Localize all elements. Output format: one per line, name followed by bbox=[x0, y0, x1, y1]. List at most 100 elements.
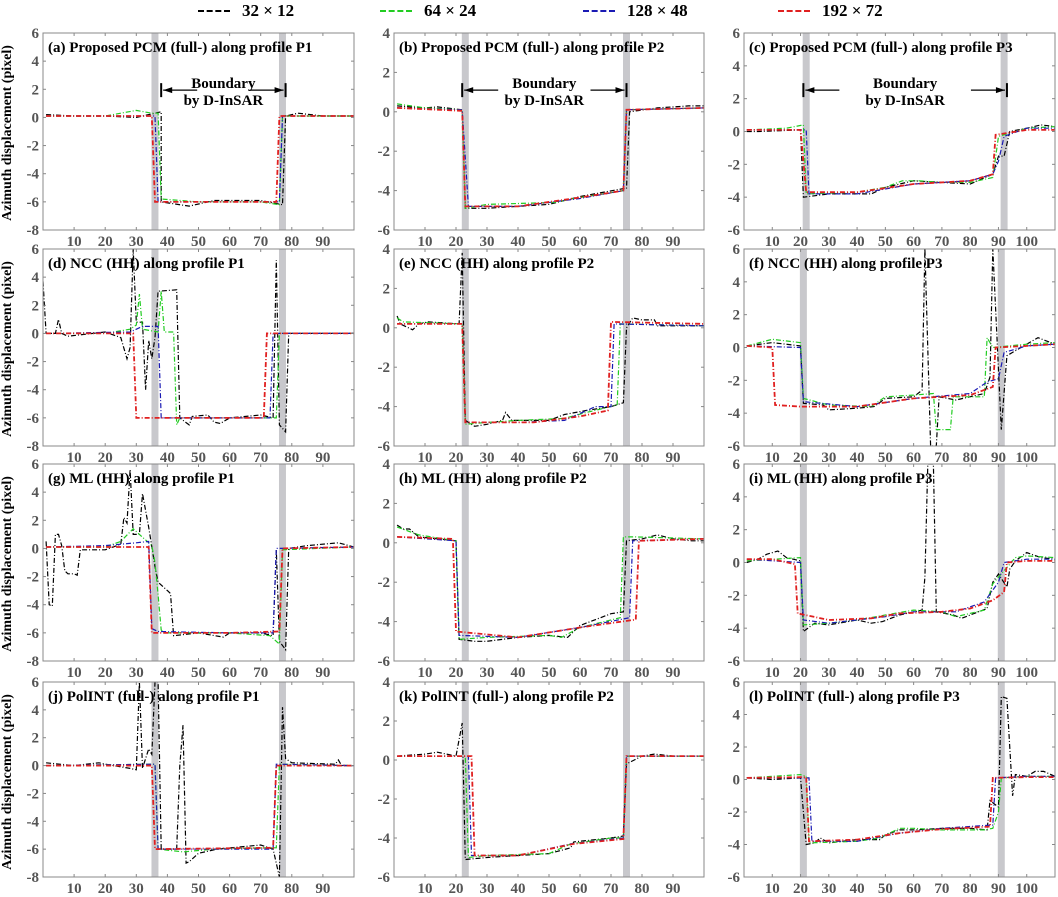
legend-item-32x12: 32 × 12 bbox=[198, 1, 295, 20]
x-tick-label: 80 bbox=[284, 881, 299, 897]
y-tick-label: -4 bbox=[728, 838, 741, 854]
y-tick-label: 6 bbox=[733, 242, 741, 258]
y-tick-label: 6 bbox=[32, 26, 40, 42]
x-tick-label: 90 bbox=[991, 665, 1006, 681]
legend-label: 32 × 12 bbox=[242, 1, 295, 20]
y-tick-label: -4 bbox=[27, 167, 40, 183]
y-tick-label: 0 bbox=[733, 556, 741, 572]
y-tick-label: 4 bbox=[733, 708, 741, 724]
y-tick-label: -6 bbox=[378, 870, 391, 886]
arrow-left-icon bbox=[805, 87, 840, 94]
series-line-6424 bbox=[46, 527, 354, 646]
panel-b: 10 20 30 40 50 60 70 80 90 -6 -4 -2 0 2 4 (b) Proposed … bbox=[378, 26, 705, 250]
y-tick-label: -2 bbox=[378, 575, 391, 591]
series-line-19272 bbox=[397, 320, 704, 424]
x-tick-label: 20 bbox=[793, 881, 808, 897]
arrow-left-icon bbox=[163, 87, 198, 94]
panel-g: 10 20 30 40 50 60 70 80 90 -8 -6 -4 -2 0 2 4 6 (g) ML (HH… bbox=[27, 457, 355, 681]
y-tick-label: -2 bbox=[27, 786, 40, 802]
x-tick-label: 70 bbox=[604, 450, 619, 466]
y-tick-label: -6 bbox=[27, 626, 40, 642]
annotation-line1: Boundary bbox=[512, 76, 577, 92]
panel-title: (i) ML (HH) along profile P3 bbox=[749, 471, 932, 487]
x-tick-label: 70 bbox=[604, 665, 619, 681]
x-tick-label: 80 bbox=[284, 234, 299, 250]
panel-title: (h) ML (HH) along profile P2 bbox=[399, 471, 587, 487]
panel-h: 10 20 30 40 50 60 70 80 90 -6 -4 -2 0 2 4 (h) ML (HH) a… bbox=[378, 457, 705, 681]
axes-box bbox=[42, 463, 355, 662]
legend-swatch bbox=[583, 10, 615, 12]
y-tick-label: 6 bbox=[32, 457, 40, 473]
x-tick-label: 90 bbox=[666, 450, 681, 466]
series-line-3212 bbox=[43, 249, 354, 434]
y-tick-label: 0 bbox=[32, 541, 40, 557]
panel-title: (b) Proposed PCM (full-) along profile P… bbox=[399, 40, 664, 56]
x-tick-label: 80 bbox=[963, 450, 978, 466]
x-tick-label: 50 bbox=[878, 450, 893, 466]
panel-title: (a) Proposed PCM (full-) along profile P… bbox=[48, 40, 312, 56]
y-tick-label: -6 bbox=[378, 654, 391, 670]
x-tick-label: 40 bbox=[511, 881, 526, 897]
x-tick-label: 60 bbox=[222, 234, 237, 250]
axes-box bbox=[393, 681, 705, 878]
boundary-band bbox=[461, 682, 469, 877]
y-tick-label: 4 bbox=[383, 26, 391, 42]
x-tick-label: 90 bbox=[315, 881, 330, 897]
legend-label: 64 × 24 bbox=[424, 1, 477, 20]
x-tick-label: 60 bbox=[573, 450, 588, 466]
x-tick-label: 50 bbox=[878, 881, 893, 897]
axes-box bbox=[42, 32, 355, 231]
x-tick-label: 20 bbox=[449, 234, 464, 250]
x-tick-label: 10 bbox=[765, 665, 780, 681]
series-line-19272 bbox=[397, 755, 704, 857]
boundary-band bbox=[1000, 33, 1008, 230]
x-tick-label: 100 bbox=[1015, 881, 1038, 897]
x-tick-label: 60 bbox=[222, 881, 237, 897]
y-tick-label: 2 bbox=[383, 65, 391, 81]
x-tick-label: 50 bbox=[542, 665, 557, 681]
panel-title: (c) Proposed PCM (full-) along profile P… bbox=[749, 40, 1013, 56]
annotation-line2: by D-InSAR bbox=[865, 93, 945, 109]
boundary-band bbox=[623, 249, 630, 446]
y-tick-label: 2 bbox=[32, 298, 40, 314]
x-tick-label: 70 bbox=[253, 881, 268, 897]
series-line-19272 bbox=[746, 558, 1055, 621]
x-tick-label: 50 bbox=[542, 234, 557, 250]
y-tick-label: 2 bbox=[32, 513, 40, 529]
x-tick-label: 30 bbox=[821, 665, 836, 681]
x-tick-label: 40 bbox=[160, 450, 175, 466]
series-line-19272 bbox=[46, 115, 354, 203]
y-tick-label: -8 bbox=[27, 654, 40, 670]
boundary-band bbox=[997, 249, 1005, 446]
y-tick-label: -6 bbox=[378, 439, 391, 455]
y-tick-label: -8 bbox=[27, 870, 40, 886]
x-tick-label: 10 bbox=[765, 881, 780, 897]
x-tick-label: 90 bbox=[315, 450, 330, 466]
x-tick-label: 40 bbox=[511, 665, 526, 681]
y-tick-label: 0 bbox=[32, 110, 40, 126]
x-tick-label: 10 bbox=[418, 450, 433, 466]
panel-title: (e) NCC (HH) along profile P2 bbox=[399, 256, 594, 272]
y-tick-label: 2 bbox=[383, 496, 391, 512]
x-tick-label: 40 bbox=[850, 665, 865, 681]
x-tick-label: 60 bbox=[906, 450, 921, 466]
x-tick-label: 20 bbox=[449, 881, 464, 897]
y-tick-label: 4 bbox=[733, 275, 741, 291]
panel-e: 10 20 30 40 50 60 70 80 90 -6 -4 -2 0 2 4 (e) NCC (HH) … bbox=[378, 242, 705, 466]
x-tick-label: 30 bbox=[821, 450, 836, 466]
series-line-3212 bbox=[397, 722, 704, 861]
y-tick-label: -6 bbox=[27, 411, 40, 427]
panel-d: 10 20 30 40 50 60 70 80 90 -8 -6 -4 -2 0 2 4 6 (d) NCC (H… bbox=[27, 242, 355, 466]
x-tick-label: 20 bbox=[98, 234, 113, 250]
legend: 32 × 12 64 × 24 128 × 48 192 × 72 bbox=[0, 0, 1058, 22]
x-tick-label: 30 bbox=[480, 450, 495, 466]
y-tick-label: 6 bbox=[733, 457, 741, 473]
y-tick-label: -2 bbox=[378, 144, 391, 160]
series-line-3212 bbox=[746, 249, 1055, 446]
series-line-12848 bbox=[397, 755, 704, 857]
x-tick-label: 90 bbox=[991, 881, 1006, 897]
x-tick-label: 50 bbox=[878, 234, 893, 250]
x-tick-label: 40 bbox=[850, 234, 865, 250]
boundary-band bbox=[461, 464, 469, 661]
